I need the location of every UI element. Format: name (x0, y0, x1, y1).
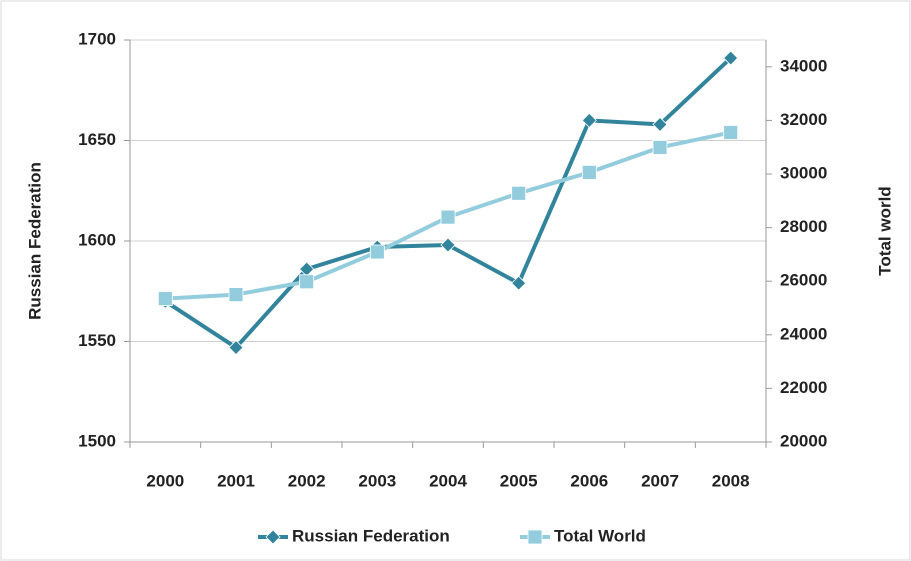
x-tick-label: 2001 (217, 471, 255, 490)
y-tick-label: 1700 (78, 29, 116, 48)
y-tick-label: 1650 (78, 130, 116, 149)
data-point (511, 275, 527, 291)
x-tick-label: 2000 (146, 471, 184, 490)
data-point (369, 244, 385, 260)
x-tick-label: 2008 (712, 471, 750, 490)
y-axis-label: Russian Federation (25, 162, 44, 320)
y-tick-label: 1600 (78, 230, 116, 249)
data-point (581, 112, 597, 128)
data-point (511, 185, 527, 201)
x-tick-label: 2006 (570, 471, 608, 490)
x-tick-label: 2005 (500, 471, 538, 490)
y2-tick-label: 34000 (780, 56, 827, 75)
data-point (652, 140, 668, 155)
legend-label: Total World (554, 526, 646, 545)
data-point (228, 287, 244, 303)
x-tick-label: 2003 (358, 471, 396, 490)
data-point (440, 209, 456, 225)
x-tick-label: 2002 (288, 471, 326, 490)
legend-swatch (527, 529, 543, 545)
y2-tick-label: 22000 (780, 378, 827, 397)
y2-tick-label: 32000 (780, 110, 827, 129)
y2-tick-label: 28000 (780, 217, 827, 236)
legend-swatch (265, 529, 281, 545)
data-point (723, 125, 739, 140)
data-point (581, 164, 597, 180)
data-point (157, 291, 173, 307)
x-tick-label: 2004 (429, 471, 467, 490)
data-point (228, 339, 244, 356)
data-point (652, 116, 668, 132)
data-point (299, 274, 315, 290)
y2-tick-label: 26000 (780, 271, 827, 290)
y-tick-label: 1550 (78, 331, 116, 350)
data-point (440, 237, 456, 253)
y2-tick-label: 30000 (780, 163, 827, 182)
data-point (723, 50, 739, 66)
y2-axis-label: Total world (875, 186, 894, 275)
legend-label: Russian Federation (292, 526, 450, 545)
y2-tick-label: 24000 (780, 324, 827, 343)
y2-tick-label: 20000 (780, 431, 827, 450)
x-tick-label: 2007 (641, 471, 679, 490)
y-tick-label: 1500 (78, 431, 116, 450)
